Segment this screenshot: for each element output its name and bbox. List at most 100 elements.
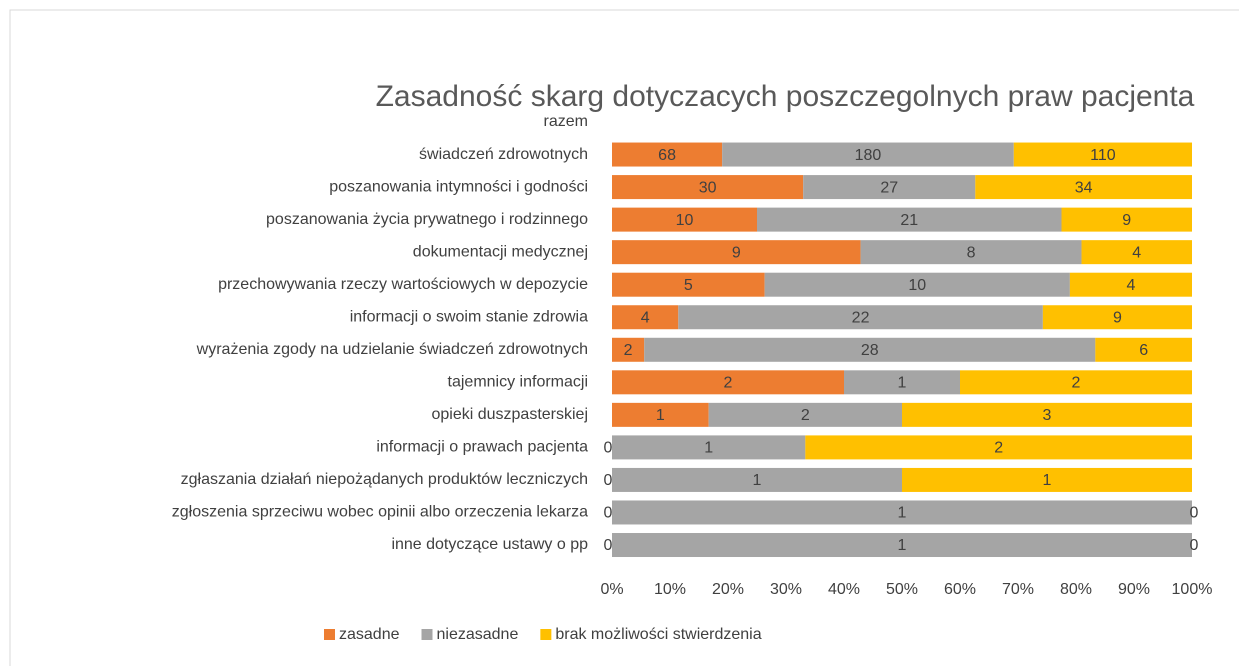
- bar-segment: [764, 272, 1070, 297]
- y-tick-label: poszanowania życia prywatnego i rodzinne…: [266, 211, 588, 228]
- bar-segment: [612, 467, 902, 492]
- data-label: 30: [699, 179, 717, 196]
- data-label: 1: [898, 505, 907, 522]
- data-label: 10: [676, 212, 694, 229]
- data-label: 4: [1126, 277, 1135, 294]
- data-label: 2: [624, 342, 633, 359]
- bar-segment: [1081, 240, 1192, 265]
- bar-segment: [612, 402, 709, 427]
- y-tick-label: razem: [544, 113, 588, 130]
- bar-segment: [708, 402, 902, 427]
- data-label: 1: [1043, 472, 1052, 489]
- legend-label: niezasadne: [437, 626, 519, 643]
- data-label: 34: [1075, 179, 1093, 196]
- data-label: 3: [1043, 407, 1052, 424]
- chart-title: Zasadność skarg dotyczacych poszczegolny…: [376, 80, 1195, 113]
- data-label: 180: [855, 147, 882, 164]
- data-label: 6: [1139, 342, 1148, 359]
- data-label: 1: [656, 407, 665, 424]
- x-tick-label: 70%: [1002, 581, 1034, 598]
- legend-label: brak możliwości stwierdzenia: [555, 626, 761, 643]
- data-label: 1: [898, 375, 907, 392]
- bar-segment: [844, 370, 960, 395]
- bar-segment: [612, 337, 645, 362]
- bar-segment: [805, 435, 1192, 460]
- x-tick-label: 30%: [770, 581, 802, 598]
- y-tick-label: przechowywania rzeczy wartościowych w de…: [218, 276, 588, 293]
- data-label: 2: [801, 407, 810, 424]
- data-label: 0: [1190, 537, 1199, 554]
- legend-swatch: [324, 629, 335, 640]
- data-label: 8: [967, 244, 976, 261]
- data-label: 10: [908, 277, 926, 294]
- bar-segment: [1042, 305, 1192, 330]
- bar-segment: [1069, 272, 1192, 297]
- data-label: 28: [861, 342, 879, 359]
- x-tick-label: 100%: [1172, 581, 1213, 598]
- legend-swatch: [421, 629, 433, 640]
- data-label: 2: [724, 375, 733, 392]
- data-label: 110: [1090, 147, 1116, 164]
- bar-segment: [860, 240, 1082, 265]
- data-label: 0: [604, 440, 613, 457]
- data-label: 68: [658, 147, 676, 164]
- data-label: 0: [1190, 505, 1199, 522]
- data-label: 1: [898, 537, 907, 554]
- data-label: 1: [704, 440, 713, 457]
- bar-segment: [612, 272, 765, 297]
- y-tick-label: opieki duszpasterskiej: [431, 406, 588, 423]
- data-label: 0: [604, 505, 613, 522]
- bar-segment: [722, 142, 1014, 167]
- x-tick-label: 90%: [1118, 581, 1150, 598]
- bar-segment: [612, 500, 1192, 525]
- bar-segment: [975, 175, 1192, 200]
- bar-segment: [803, 175, 976, 200]
- data-label: 2: [1072, 375, 1081, 392]
- x-tick-label: 80%: [1060, 581, 1092, 598]
- data-label: 4: [641, 309, 650, 326]
- bar-segment: [612, 533, 1192, 558]
- bar-segment: [757, 207, 1062, 232]
- data-label: 5: [684, 277, 693, 294]
- data-label: 22: [852, 309, 870, 326]
- y-tick-label: dokumentacji medycznej: [413, 243, 588, 260]
- x-tick-label: 10%: [654, 581, 686, 598]
- bar-segment: [1061, 207, 1192, 232]
- y-tick-label: informacji o prawach pacjenta: [376, 439, 588, 456]
- legend-label: zasadne: [339, 626, 400, 643]
- y-tick-label: zgłaszania działań niepożądanych produkt…: [181, 471, 588, 488]
- x-tick-label: 60%: [944, 581, 976, 598]
- y-tick-label: świadczeń zdrowotnych: [419, 146, 588, 163]
- legend-swatch: [540, 629, 552, 640]
- bar-segment: [612, 305, 679, 330]
- bar-segment: [612, 142, 723, 167]
- bar-segment: [960, 370, 1192, 395]
- y-tick-label: zgłoszenia sprzeciwu wobec opinii albo o…: [172, 504, 588, 521]
- x-tick-label: 50%: [886, 581, 918, 598]
- x-tick-label: 20%: [712, 581, 744, 598]
- y-tick-label: inne dotyczące ustawy o pp: [391, 536, 588, 553]
- data-label: 4: [1132, 244, 1141, 261]
- data-label: 0: [604, 472, 613, 489]
- bar-segment: [612, 240, 861, 265]
- data-label: 27: [880, 179, 898, 196]
- bar-segment: [612, 207, 757, 232]
- data-label: 9: [732, 244, 741, 261]
- y-tick-label: poszanowania intymności i godności: [329, 178, 588, 195]
- data-label: 9: [1113, 309, 1122, 326]
- bar-segment: [612, 370, 844, 395]
- bar-segment: [612, 435, 806, 460]
- bar-segment: [902, 467, 1192, 492]
- bar-segment: [1095, 337, 1192, 362]
- x-tick-label: 40%: [828, 581, 860, 598]
- bar-segment: [902, 402, 1192, 427]
- data-label: 21: [900, 212, 918, 229]
- y-tick-label: wyrażenia zgody na udzielanie świadczeń …: [196, 341, 588, 358]
- data-label: 2: [994, 440, 1003, 457]
- data-label: 1: [753, 472, 762, 489]
- bar-segment: [644, 337, 1096, 362]
- bar-segment: [612, 175, 804, 200]
- y-tick-label: informacji o swoim stanie zdrowia: [350, 308, 588, 325]
- bar-segment: [678, 305, 1043, 330]
